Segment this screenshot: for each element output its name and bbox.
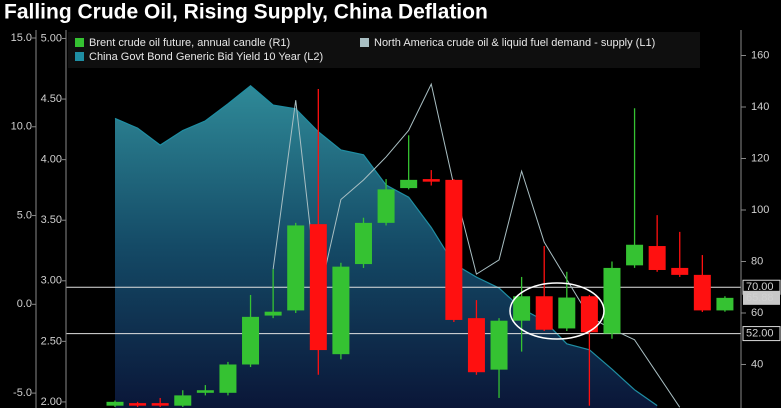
- last-value-label: 65.88: [746, 292, 774, 304]
- candle-body: [106, 401, 124, 406]
- reference-label: 52.00: [746, 327, 774, 339]
- candle-body: [264, 311, 282, 316]
- candle-body: [648, 246, 666, 270]
- candle-body: [603, 267, 621, 334]
- reference-label: 70.00: [746, 281, 774, 293]
- reference-layer: 70.00 52.00 65.88: [66, 279, 781, 342]
- legend: Brent crude oil future, annual candle (R…: [68, 32, 700, 68]
- y2-tick-label: 10.0: [11, 121, 32, 133]
- y3-tick-label: 2.50: [41, 335, 62, 347]
- y2-tick-label: 0.0: [17, 298, 32, 310]
- candle-body: [693, 274, 711, 311]
- y3-tick-label: 4.50: [41, 93, 62, 105]
- candle-layer: [106, 88, 734, 407]
- legend-swatch: [75, 52, 84, 61]
- axis-layer: 40 60 80 100 120 140 160 -5.0 0.0 5.0 10.0 15.0 2.00…: [11, 30, 769, 408]
- legend-swatch: [75, 38, 84, 47]
- y3-tick-label: 3.50: [41, 214, 62, 226]
- candle-body: [151, 403, 169, 406]
- y3-tick-label: 2.00: [41, 396, 62, 408]
- y2-tick-label: 5.0: [17, 209, 32, 221]
- legend-label: Brent crude oil future, annual candle (R…: [89, 37, 290, 49]
- legend-swatch: [360, 38, 369, 47]
- candle-body: [513, 296, 531, 321]
- y-tick-label: 120: [751, 152, 769, 164]
- candle-body: [580, 296, 598, 333]
- candle-body: [400, 179, 418, 189]
- last-value-box: [743, 290, 780, 305]
- candle-body: [626, 244, 644, 266]
- candle-body: [196, 390, 214, 393]
- candle-body: [716, 297, 734, 311]
- y-tick-label: 160: [751, 49, 769, 61]
- candle-body: [535, 296, 553, 330]
- legend-label: China Govt Bond Generic Bid Yield 10 Yea…: [89, 51, 323, 63]
- candle-body: [174, 395, 192, 406]
- candle-body: [129, 403, 147, 406]
- candle-body: [332, 266, 350, 355]
- candle-body: [422, 179, 440, 182]
- candle-body: [354, 222, 372, 265]
- candle-body: [467, 318, 485, 373]
- y2-tick-label: 15.0: [11, 32, 32, 44]
- highlight-ellipse: [509, 282, 605, 340]
- y3-tick-label: 4.00: [41, 154, 62, 166]
- y-tick-label: 60: [751, 307, 763, 319]
- candle-body: [242, 316, 260, 365]
- legend-label: North America crude oil & liquid fuel de…: [374, 37, 655, 49]
- candle-body: [445, 179, 463, 320]
- candle-body: [377, 189, 395, 223]
- candle-body: [309, 224, 327, 351]
- y-tick-label: 140: [751, 101, 769, 113]
- candle-body: [558, 297, 576, 329]
- y-tick-label: 80: [751, 255, 763, 267]
- legend-background: [68, 32, 700, 68]
- candle-body: [219, 364, 237, 393]
- candle-body: [287, 225, 305, 311]
- y3-tick-label: 5.00: [41, 32, 62, 44]
- y-tick-label: 100: [751, 204, 769, 216]
- candle-body: [490, 320, 508, 370]
- chart-title: Falling Crude Oil, Rising Supply, China …: [4, 1, 488, 24]
- y2-tick-label: -5.0: [13, 387, 32, 399]
- y3-tick-label: 3.00: [41, 275, 62, 287]
- y-tick-label: 40: [751, 358, 763, 370]
- candle-body: [671, 267, 689, 275]
- reference-label-box: [742, 326, 781, 342]
